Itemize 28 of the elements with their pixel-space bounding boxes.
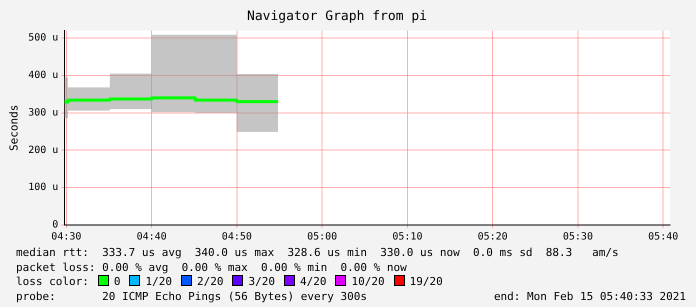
chart-title: Navigator Graph from pi <box>246 9 428 24</box>
y-tick-label: 400 u <box>28 70 58 82</box>
x-tick-label: 05:00 <box>307 232 338 243</box>
x-tick-label: 05:30 <box>562 232 593 243</box>
x-tick-label: 05:10 <box>392 232 422 243</box>
text: packet loss: 0.00 % avg 0.00 % max 0.00 % min 0.00 % now <box>16 260 407 274</box>
text: 10/20 <box>351 275 385 288</box>
text: 2/20 <box>196 275 224 288</box>
text: 0 <box>114 275 120 288</box>
x-tick-label: 04:50 <box>222 232 252 243</box>
text: probe: 20 ICMP Echo Pings (56 Bytes) every 300s <box>16 290 367 302</box>
text: 1/20 <box>145 275 172 288</box>
text: 4/20 <box>300 275 326 288</box>
x-tick-label: 05:40 <box>648 232 678 243</box>
text: loss color: <box>16 275 89 288</box>
y-tick-label: 500 u <box>28 32 58 44</box>
text: 3/20 <box>248 275 275 288</box>
y-tick-label: 100 u <box>28 182 58 194</box>
text: median rtt: 333.7 us avg 340.0 us max 328.6 us min 330.0 us now 0.0 ms sd 88.3 am/s <box>16 246 619 259</box>
x-tick-label: 04:30 <box>51 232 82 243</box>
y-tick-label: 300 u <box>28 107 58 118</box>
y-tick-label: 200 u <box>28 144 58 156</box>
text: 19/20 <box>410 275 443 288</box>
text: end: Mon Feb 15 05:40:33 2021 <box>494 290 686 304</box>
x-tick-label: 04:40 <box>136 232 167 243</box>
x-tick-label: 05:20 <box>478 232 508 243</box>
y-tick-label: 0 <box>52 220 58 231</box>
y-axis-title: Seconds <box>7 104 20 151</box>
